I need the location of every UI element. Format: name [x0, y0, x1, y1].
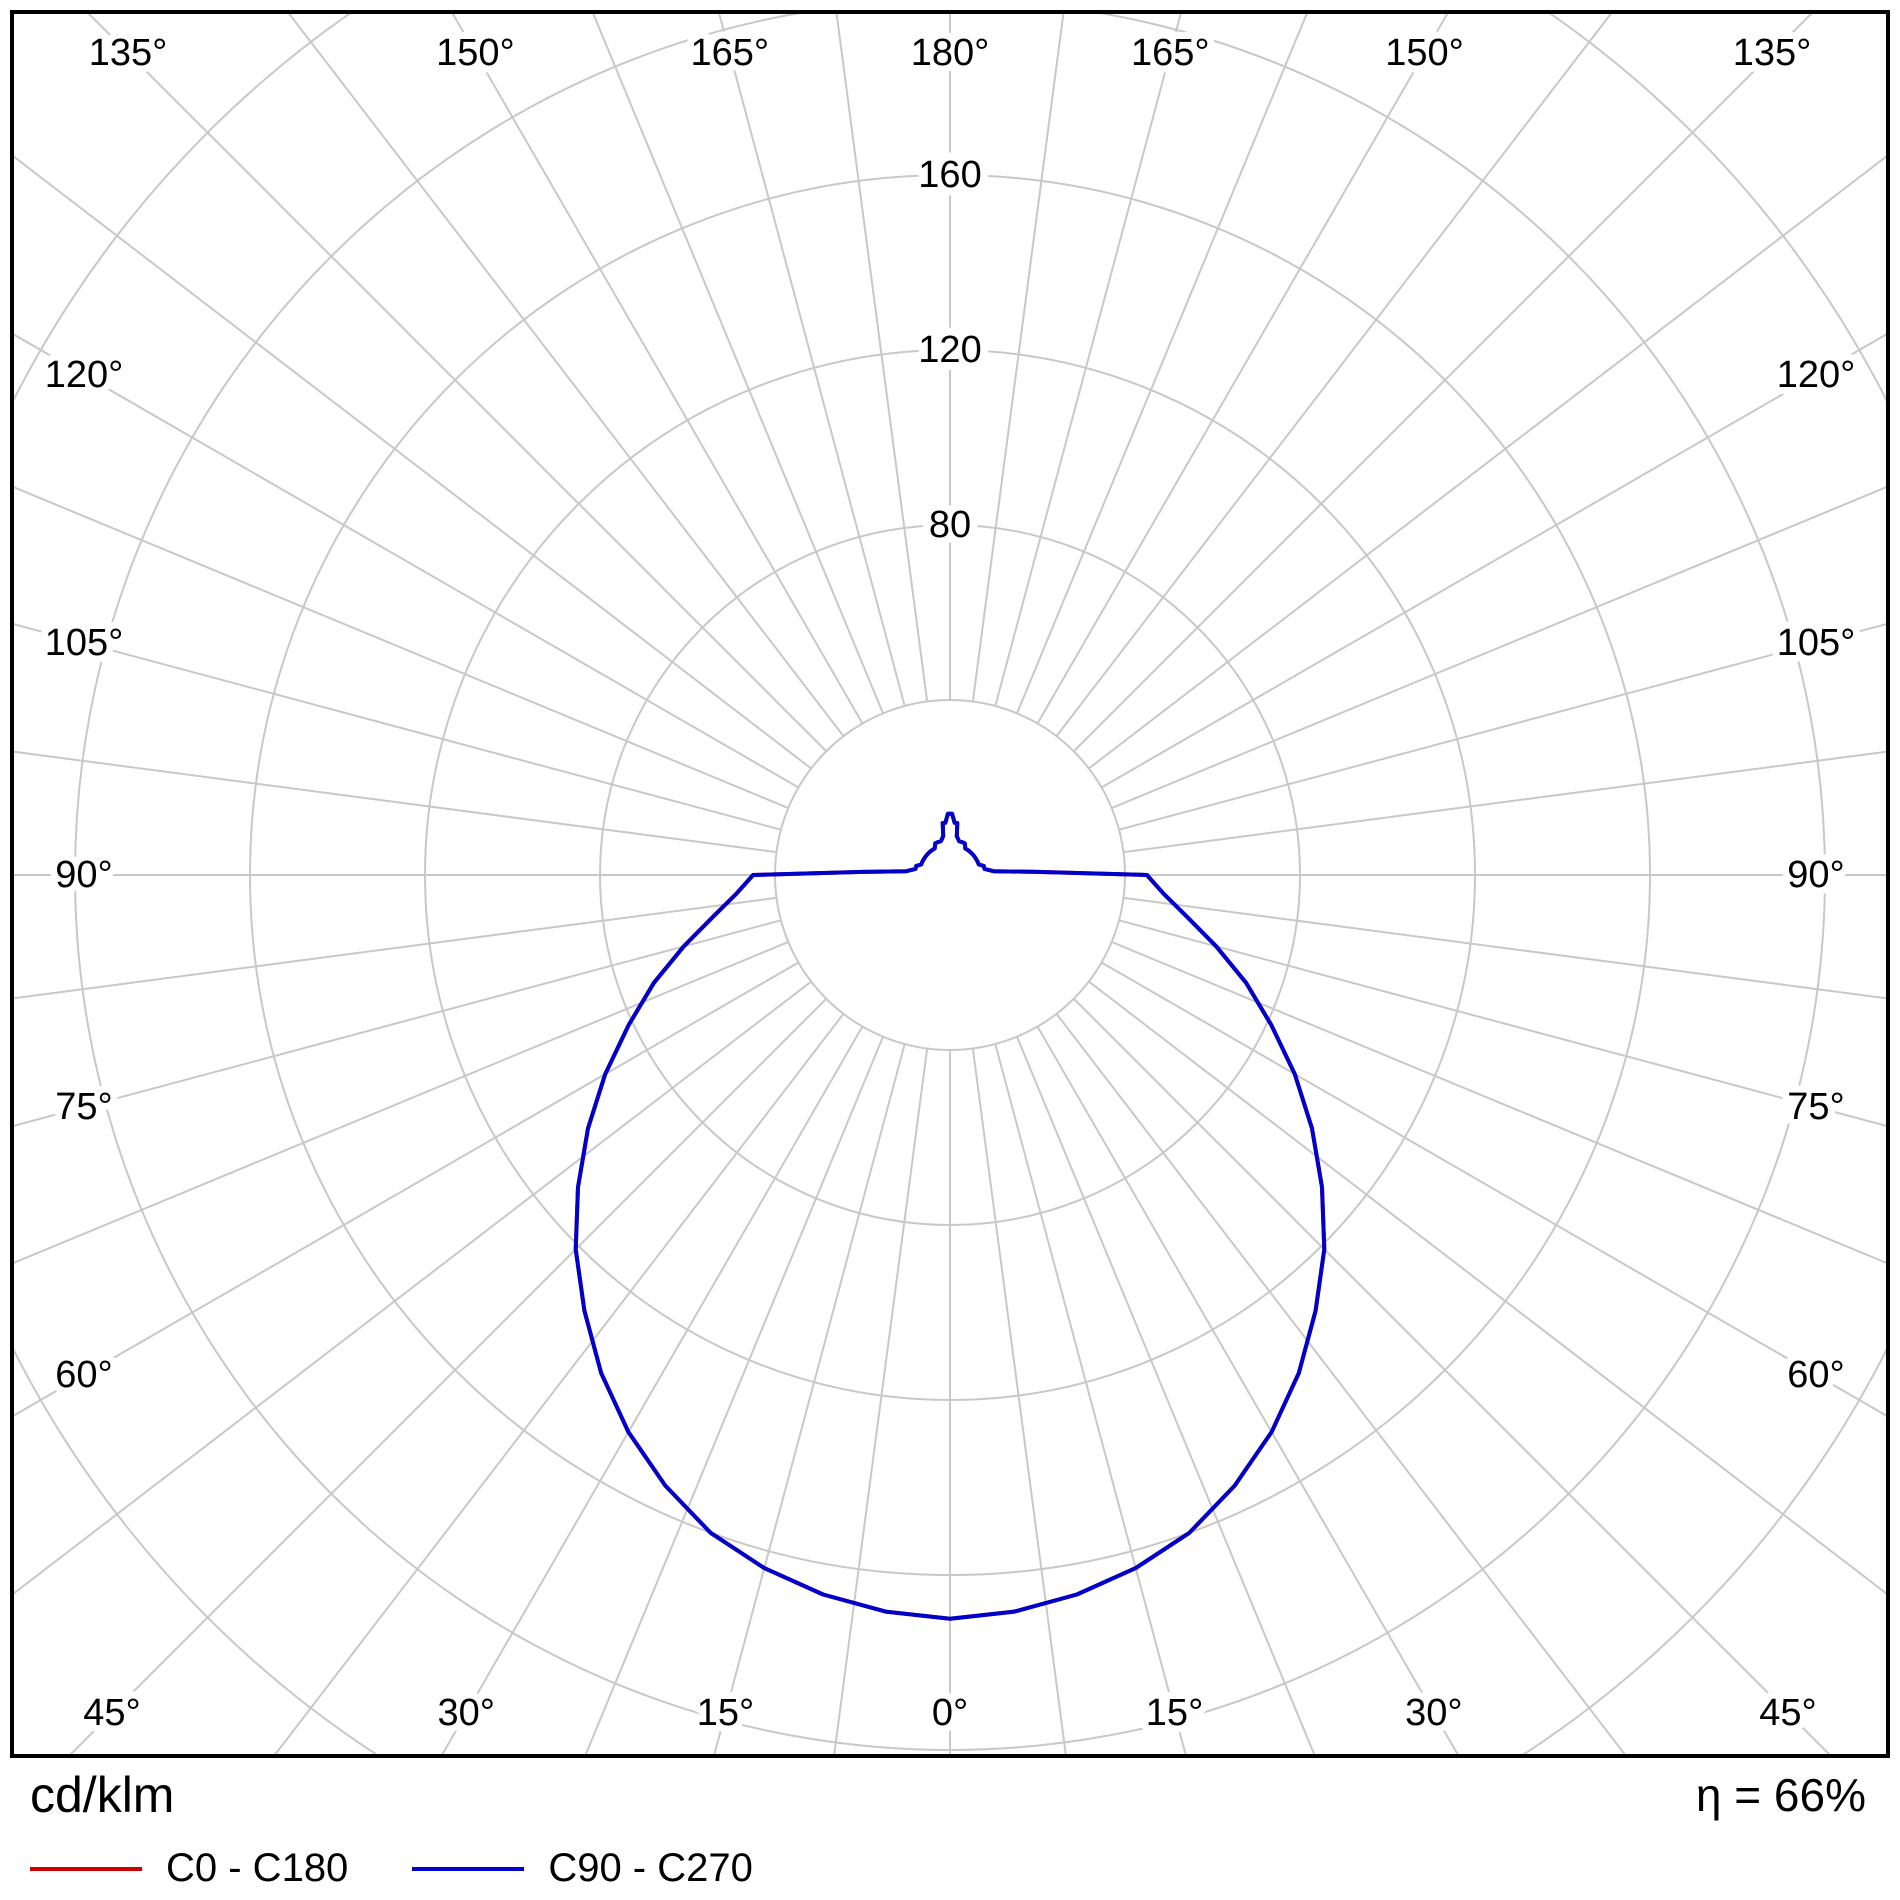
svg-text:120°: 120° [1777, 354, 1856, 396]
blue-curve-sample-line [412, 1866, 525, 1871]
red-curve-sample-line [30, 1866, 142, 1871]
svg-text:0°: 0° [932, 1692, 968, 1734]
legend-label-c90-c270: C90 - C270 [548, 1846, 753, 1890]
svg-text:30°: 30° [437, 1692, 494, 1734]
unit-label: cd/klm [30, 1767, 175, 1823]
svg-text:60°: 60° [1787, 1354, 1844, 1396]
svg-text:150°: 150° [1385, 32, 1464, 74]
svg-text:105°: 105° [1777, 622, 1856, 664]
svg-text:165°: 165° [1131, 32, 1210, 74]
svg-text:135°: 135° [1733, 32, 1812, 74]
svg-text:150°: 150° [436, 32, 515, 74]
svg-text:120: 120 [918, 329, 981, 371]
legend: C0 - C180 C90 - C270 [30, 1846, 753, 1891]
legend-item-c90-c270: C90 - C270 [412, 1846, 753, 1891]
svg-text:90°: 90° [1787, 854, 1844, 896]
svg-text:45°: 45° [1759, 1692, 1816, 1734]
svg-text:60°: 60° [55, 1354, 112, 1396]
svg-text:105°: 105° [45, 622, 124, 664]
svg-text:15°: 15° [697, 1692, 754, 1734]
svg-text:90°: 90° [55, 854, 112, 896]
svg-text:180°: 180° [911, 32, 990, 74]
efficiency-label: η = 66% [1695, 1769, 1866, 1821]
svg-text:120°: 120° [45, 354, 124, 396]
svg-text:135°: 135° [89, 32, 168, 74]
svg-text:30°: 30° [1405, 1692, 1462, 1734]
svg-text:45°: 45° [83, 1692, 140, 1734]
svg-text:15°: 15° [1146, 1692, 1203, 1734]
svg-text:75°: 75° [1787, 1086, 1844, 1128]
svg-text:80: 80 [929, 504, 971, 546]
svg-text:165°: 165° [690, 32, 769, 74]
svg-text:160: 160 [918, 154, 981, 196]
legend-item-c0-c180: C0 - C180 [30, 1846, 348, 1891]
legend-label-c0-c180: C0 - C180 [166, 1846, 349, 1890]
svg-text:75°: 75° [55, 1086, 112, 1128]
